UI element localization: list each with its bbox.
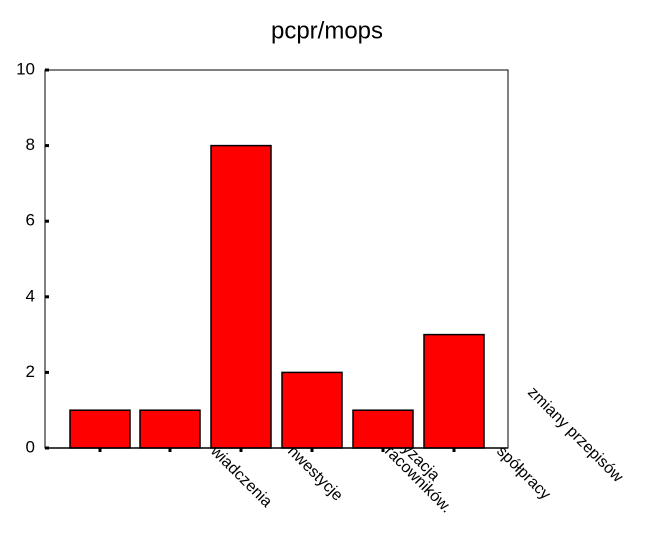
bar bbox=[139, 409, 201, 449]
x-tick-label: spółpracy bbox=[493, 443, 553, 503]
x-tick-label: zmiany przepisów bbox=[524, 384, 626, 486]
y-tick-label: 10 bbox=[16, 59, 35, 78]
bar bbox=[423, 333, 485, 449]
bar bbox=[210, 144, 272, 449]
bar bbox=[69, 409, 131, 449]
x-tick-label: wiadczenia bbox=[206, 442, 275, 511]
bar bbox=[281, 371, 343, 449]
y-tick-label: 6 bbox=[26, 211, 35, 230]
y-tick-label: 4 bbox=[26, 286, 35, 305]
x-tick-label: nwestycje bbox=[284, 443, 346, 505]
y-tick-label: 2 bbox=[26, 362, 35, 381]
y-tick-label: 8 bbox=[26, 135, 35, 154]
bar bbox=[352, 409, 414, 449]
y-tick-label: 0 bbox=[26, 437, 35, 456]
chart-title: pcpr/mops bbox=[271, 17, 383, 44]
